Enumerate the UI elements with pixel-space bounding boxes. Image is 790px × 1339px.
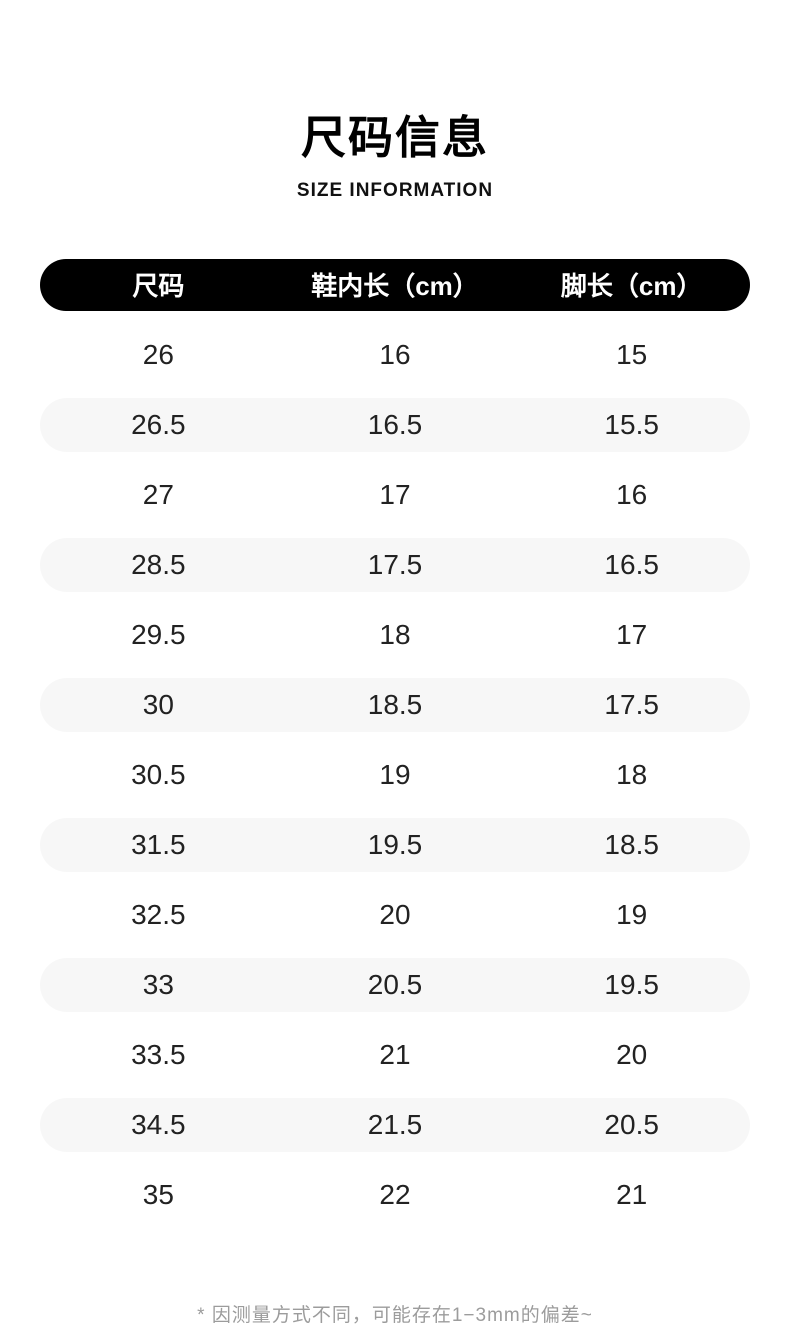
table-cell: 30.5 <box>131 758 186 790</box>
table-row: 30 18.5 17.5 <box>40 677 750 732</box>
table-row: 26 16 15 <box>40 328 750 382</box>
table-row: 33.5 21 20 <box>40 1028 750 1082</box>
header-cell-inner-length: 鞋内长（cm） <box>311 271 479 301</box>
table-row: 29.5 18 17 <box>40 608 750 662</box>
table-cell: 33 <box>142 968 174 1000</box>
table-cell: 17.5 <box>367 548 423 580</box>
table-cell: 17 <box>616 618 648 650</box>
table-cell: 18.5 <box>604 828 659 860</box>
table-cell: 18.5 <box>367 688 423 720</box>
table-cell: 16 <box>379 338 411 370</box>
table-cell: 16.5 <box>367 408 423 440</box>
table-row: 27 17 16 <box>40 468 750 522</box>
table-cell: 30 <box>142 688 174 720</box>
table-cell: 18 <box>379 618 411 650</box>
table-row: 31.5 19.5 18.5 <box>40 817 750 872</box>
table-row: 26.5 16.5 15.5 <box>40 397 750 452</box>
table-cell: 34.5 <box>131 1108 186 1140</box>
table-cell: 26.5 <box>131 408 186 440</box>
table-cell: 19.5 <box>604 968 659 1000</box>
table-row: 34.5 21.5 20.5 <box>40 1097 750 1152</box>
page-title: 尺码信息 <box>300 112 489 163</box>
table-row: 32.5 20 19 <box>40 888 750 942</box>
table-row: 35 22 21 <box>40 1168 750 1222</box>
table-cell: 22 <box>379 1178 411 1210</box>
table-cell: 35 <box>142 1178 174 1210</box>
table-row: 33 20.5 19.5 <box>40 957 750 1012</box>
title-block: 尺码信息 SIZE INFORMATION <box>0 0 790 202</box>
table-cell: 21 <box>616 1178 648 1210</box>
table-cell: 15 <box>616 338 648 370</box>
table-cell: 18 <box>616 758 648 790</box>
table-cell: 27 <box>142 478 174 510</box>
table-cell: 19.5 <box>367 828 423 860</box>
table-cell: 32.5 <box>131 898 186 930</box>
table-cell: 19 <box>379 758 411 790</box>
table-cell: 29.5 <box>131 618 186 650</box>
table-cell: 16 <box>616 478 648 510</box>
table-row: 30.5 19 18 <box>40 748 750 802</box>
page-subtitle: SIZE INFORMATION <box>296 179 494 201</box>
table-cell: 28.5 <box>131 548 186 580</box>
header-cell-size: 尺码 <box>132 271 185 301</box>
measurement-note: * 因测量方式不同，可能存在1−3mm的偏差~ <box>197 1304 593 1326</box>
table-cell: 19 <box>616 898 648 930</box>
table-cell: 20.5 <box>604 1108 659 1140</box>
table-cell: 17.5 <box>604 688 659 720</box>
table-cell: 33.5 <box>131 1038 186 1070</box>
table-cell: 21.5 <box>367 1108 423 1140</box>
table-cell: 17 <box>379 478 411 510</box>
table-row: 28.5 17.5 16.5 <box>40 537 750 592</box>
table-cell: 20 <box>616 1038 648 1070</box>
table-cell: 15.5 <box>604 408 659 440</box>
table-cell: 21 <box>379 1038 411 1070</box>
table-cell: 16.5 <box>604 548 659 580</box>
table-cell: 31.5 <box>131 828 186 860</box>
table-cell: 20 <box>379 898 411 930</box>
size-table-header-row: 尺码 鞋内长（cm） 脚长（cm） <box>40 258 750 311</box>
table-cell: 20.5 <box>367 968 423 1000</box>
header-cell-foot-length: 脚长（cm） <box>560 271 703 301</box>
size-table-body: 26 16 15 26.5 16.5 15.5 27 17 16 28.5 17.5 16.5 29.5… <box>40 320 750 1230</box>
size-table: 尺码 鞋内长（cm） 脚长（cm） 26 16 15 26.5 16.5 15.5 27 17… <box>40 258 750 1230</box>
table-cell: 26 <box>142 338 174 370</box>
